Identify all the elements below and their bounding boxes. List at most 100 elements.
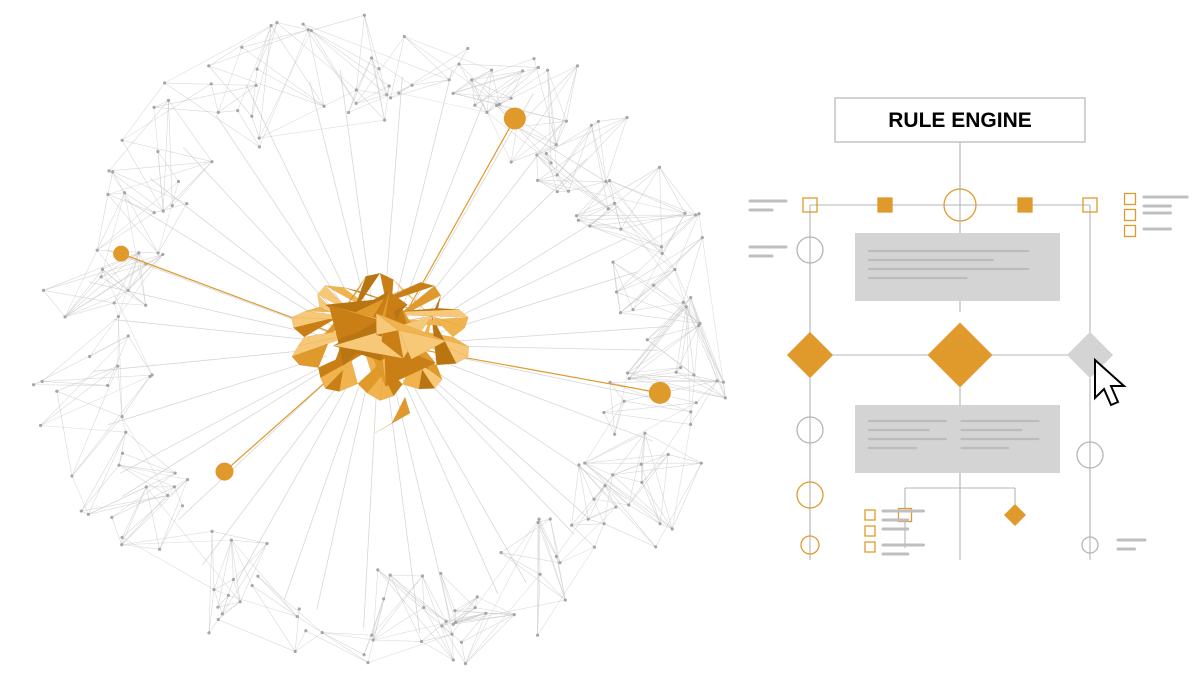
mesh-node [698,322,701,325]
mesh-node [614,505,617,508]
mesh-node [156,150,159,153]
mesh-node [654,545,657,548]
mesh-node [450,633,453,636]
mesh-node [171,204,174,207]
mesh-node [532,57,535,60]
mesh-node [521,69,524,72]
mesh-node [701,236,704,239]
mesh-node [181,504,184,507]
mesh-node [212,588,215,591]
mesh-node [485,111,488,114]
mesh-node [210,82,213,85]
mesh-node [389,574,392,577]
mesh-node [453,609,456,612]
highlight-node [504,107,526,129]
mesh-node [186,478,189,481]
mesh-node [41,380,44,383]
mesh-node [464,662,467,665]
mesh-node [158,548,161,551]
square-node [865,526,875,536]
mesh-node [163,81,166,84]
mesh-node [127,334,130,337]
mesh-node [513,613,516,616]
flowchart-title: RULE ENGINE [888,109,1032,132]
mesh-node [440,624,443,627]
mesh-node [422,606,425,609]
mesh-node [667,453,670,456]
mesh-node [217,618,220,621]
mesh-node [120,415,123,418]
mesh-node [372,638,375,641]
mesh-node [55,390,58,393]
mesh-node [631,308,634,311]
mesh-node [643,432,646,435]
mesh-node [270,24,273,27]
mesh-node [613,202,616,205]
mesh-node [258,145,261,148]
mesh-node [355,102,358,105]
mesh-node [275,21,278,24]
mesh-node [689,296,692,299]
mesh-node [236,109,239,112]
mesh-node [296,615,299,618]
square-node [865,542,875,552]
mesh-node [454,621,457,624]
mesh-node [555,555,558,558]
mesh-node [307,28,310,31]
mesh-node [153,211,156,214]
mesh-node [321,631,324,634]
mesh-node [611,261,614,264]
mesh-node [536,179,539,182]
mesh-node [567,190,570,193]
cursor-icon [1095,360,1124,405]
mesh-node [499,551,502,554]
mesh-node [210,160,213,163]
mesh-node [304,629,307,632]
mesh-node [604,180,607,183]
mesh-node [689,410,692,413]
mesh-node [120,139,123,142]
mesh-node [538,573,541,576]
mesh-node [549,161,552,164]
mesh-node [161,253,164,256]
mesh-node [608,179,611,182]
mesh-node [466,47,469,50]
highlight-node [215,463,233,481]
mesh-node [452,92,455,95]
mesh-node [570,524,573,527]
mesh-node [385,93,388,96]
mesh-node [498,103,501,106]
mesh-node [377,67,380,70]
mesh-node [256,575,259,578]
mesh-node [117,464,120,467]
mesh-node [473,104,476,107]
mesh-node [583,462,586,465]
mesh-node [383,119,386,122]
mesh-node [397,92,400,95]
mesh-node [376,568,379,571]
highlight-node [113,246,129,262]
mesh-node [694,213,697,216]
mesh-node [370,634,373,637]
mesh-node [216,606,219,609]
mesh-node [87,513,90,516]
mesh-node [355,88,358,91]
mesh-node [652,284,655,287]
mesh-node [556,173,559,176]
decision-node [787,332,833,378]
mesh-node [679,366,682,369]
mesh-node [555,143,558,146]
mesh-node [640,463,643,466]
mesh-node [697,212,700,215]
mesh-node [250,115,253,118]
square-node [1125,210,1136,221]
mesh-node [460,641,463,644]
mesh-node [556,190,559,193]
mesh-node [576,64,579,67]
mesh-node [421,574,424,577]
mesh-node [145,485,148,488]
mesh-node [251,584,254,587]
mesh-node [265,542,268,545]
mesh-node [177,180,180,183]
mesh-node [166,494,169,497]
